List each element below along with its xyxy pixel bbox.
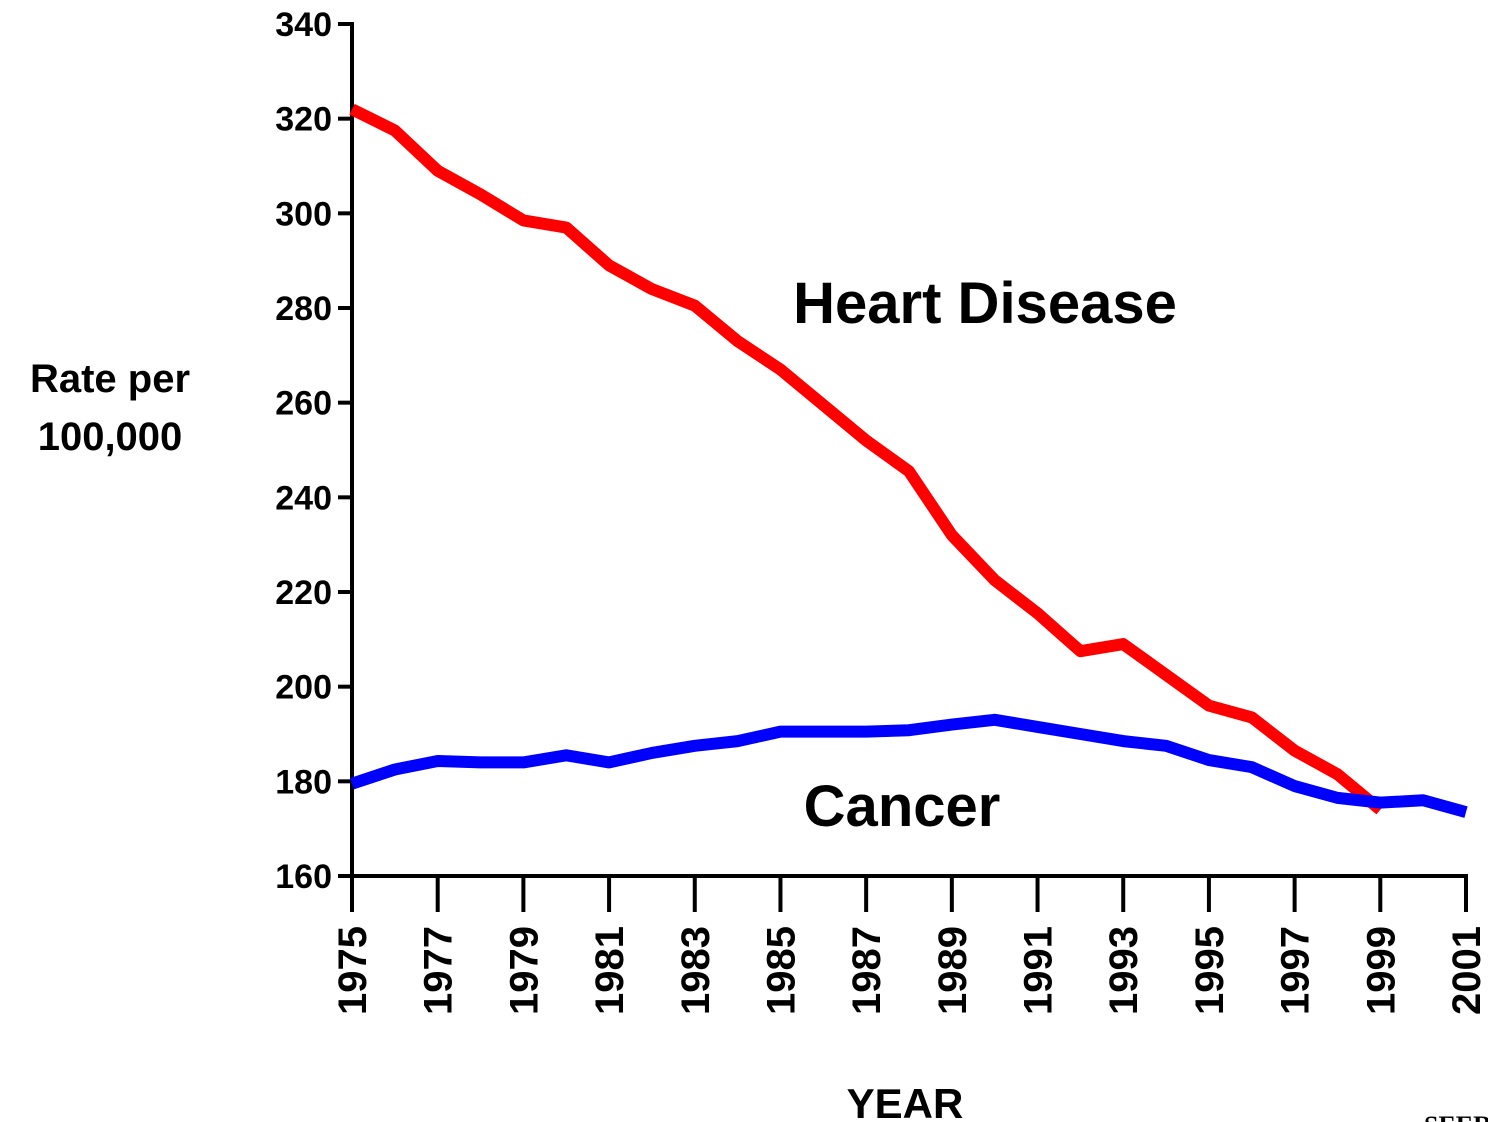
x-tick-label: 2001 — [1445, 926, 1488, 1015]
x-tick-label: 1987 — [845, 926, 889, 1015]
x-tick-label: 1979 — [502, 926, 546, 1015]
x-axis-label: YEAR — [847, 1080, 964, 1122]
y-axis-label: 100,000 — [38, 415, 183, 459]
y-tick-label: 220 — [275, 574, 332, 612]
series-line — [350, 713, 1468, 818]
x-tick-label: 1999 — [1359, 926, 1403, 1015]
y-tick-label: 340 — [275, 6, 332, 44]
x-tick-label: 1991 — [1017, 926, 1061, 1015]
y-tick-label: 160 — [275, 858, 332, 896]
annotation: Cancer — [804, 774, 1001, 839]
annotation: Heart Disease — [793, 271, 1177, 336]
x-tick-label: 1981 — [588, 926, 632, 1015]
y-tick-label: 320 — [275, 101, 332, 139]
series-line — [349, 103, 1385, 815]
x-tick-label: 1989 — [931, 926, 975, 1015]
source: SEER — [1424, 1111, 1488, 1122]
y-tick-label: 240 — [275, 479, 332, 517]
y-tick-label: 260 — [275, 385, 332, 423]
y-tick-label: 280 — [275, 290, 332, 328]
x-tick-label: 1975 — [331, 926, 375, 1015]
x-tick-label: 1995 — [1188, 926, 1232, 1015]
x-tick-label: 1993 — [1102, 926, 1146, 1015]
x-tick-label: 1983 — [674, 926, 718, 1015]
y-tick-label: 180 — [275, 763, 332, 801]
y-tick-label: 300 — [275, 195, 332, 233]
x-tick-label: 1997 — [1274, 926, 1318, 1015]
y-axis-label: Rate per — [30, 357, 190, 401]
x-tick-label: 1985 — [759, 926, 803, 1015]
y-tick-label: 200 — [275, 669, 332, 707]
x-tick-label: 1977 — [417, 926, 461, 1015]
